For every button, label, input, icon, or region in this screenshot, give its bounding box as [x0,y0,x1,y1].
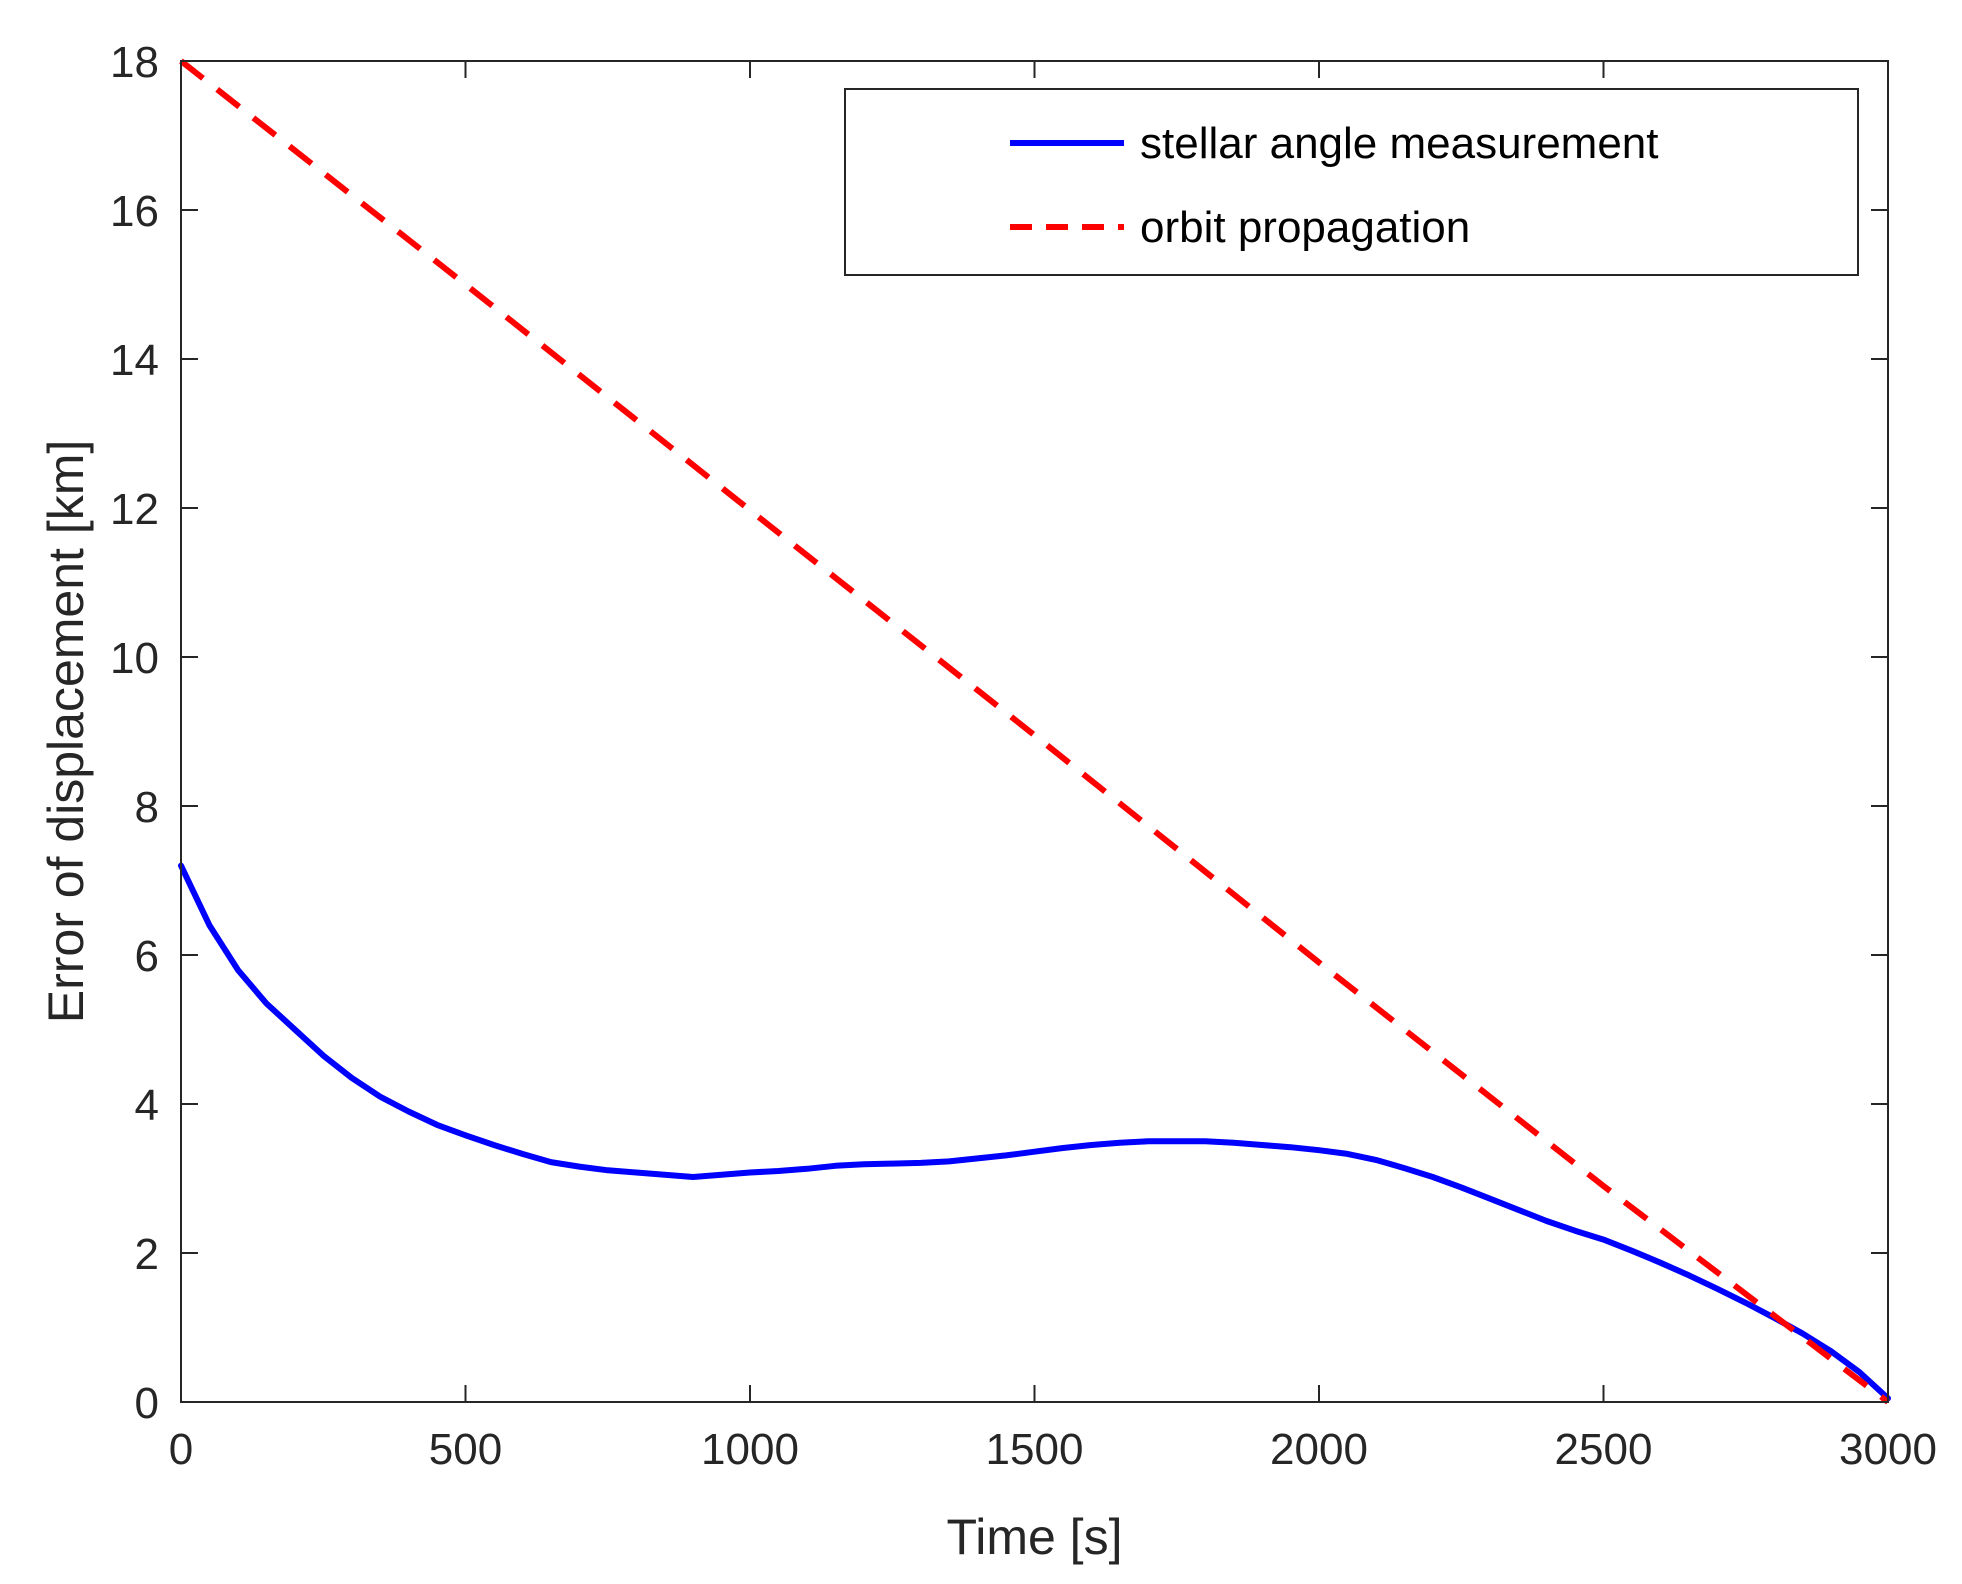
legend-box [844,88,1859,276]
y-tick-label: 8 [135,783,159,832]
legend: stellar angle measurement orbit propagat… [844,88,1859,276]
x-tick-label: 2000 [1270,1425,1368,1474]
x-axis-title: Time [s] [947,1509,1123,1565]
y-tick-label: 2 [135,1230,159,1279]
x-tick-label: 500 [429,1425,502,1474]
y-tick-label: 18 [110,38,159,87]
y-tick-label: 14 [110,336,159,385]
x-tick-label: 1000 [701,1425,799,1474]
y-tick-label: 4 [135,1081,159,1130]
x-tick-label: 0 [169,1425,193,1474]
x-tick-label: 1500 [986,1425,1084,1474]
y-tick-label: 12 [110,485,159,534]
y-tick-label: 0 [135,1379,159,1428]
y-tick-label: 10 [110,634,159,683]
legend-label-orbit-propagation: orbit propagation [1140,203,1470,252]
series-layer [178,58,1891,1405]
y-tick-layer: 0 2 4 6 8 10 12 14 16 18 [110,38,1888,1428]
y-axis-title: Error of displacement [km] [38,440,94,1024]
y-tick-label: 16 [110,187,159,236]
x-tick-label: 3000 [1839,1425,1937,1474]
y-tick-label: 6 [135,932,159,981]
x-tick-label: 2500 [1555,1425,1653,1474]
x-tick-layer: 0 500 1000 1500 2000 2500 3000 [169,61,1937,1474]
series-line-orbit-propagation [179,58,1890,1405]
series-line-stellar-angle-measurement [178,862,1891,1402]
legend-label-stellar-angle-measurement: stellar angle measurement [1140,119,1658,168]
